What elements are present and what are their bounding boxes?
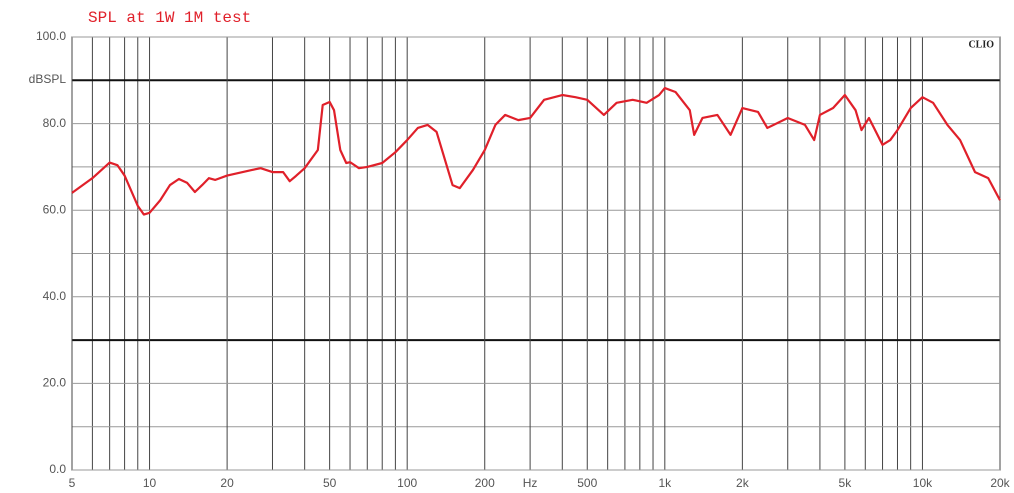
x-tick-label: 20k (990, 476, 1010, 490)
x-tick-label: 10k (913, 476, 933, 490)
y-tick-label: 20.0 (43, 376, 67, 390)
x-tick-label: 100 (397, 476, 417, 490)
x-tick-label: 50 (323, 476, 337, 490)
y-tick-label: 0.0 (49, 462, 66, 476)
x-tick-label: 10 (143, 476, 157, 490)
y-tick-label: 80.0 (43, 116, 67, 130)
y-tick-label: 40.0 (43, 289, 67, 303)
x-tick-label: 5k (839, 476, 853, 490)
y-tick-label: 60.0 (43, 202, 67, 216)
chart-title: SPL at 1W 1M test (88, 9, 251, 27)
x-tick-label: 200 (475, 476, 495, 490)
x-tick-label: 20 (220, 476, 234, 490)
x-tick-label: 5 (69, 476, 76, 490)
x-tick-label: 1k (658, 476, 672, 490)
x-tick-label: Hz (523, 476, 538, 490)
x-tick-label: 2k (736, 476, 750, 490)
response-line (71, 86, 1001, 216)
brand: CLIO (968, 39, 994, 50)
y-tick-label: 100.0 (36, 29, 66, 43)
y-axis-label: dBSPL (29, 72, 67, 86)
x-tick-label: 500 (577, 476, 597, 490)
